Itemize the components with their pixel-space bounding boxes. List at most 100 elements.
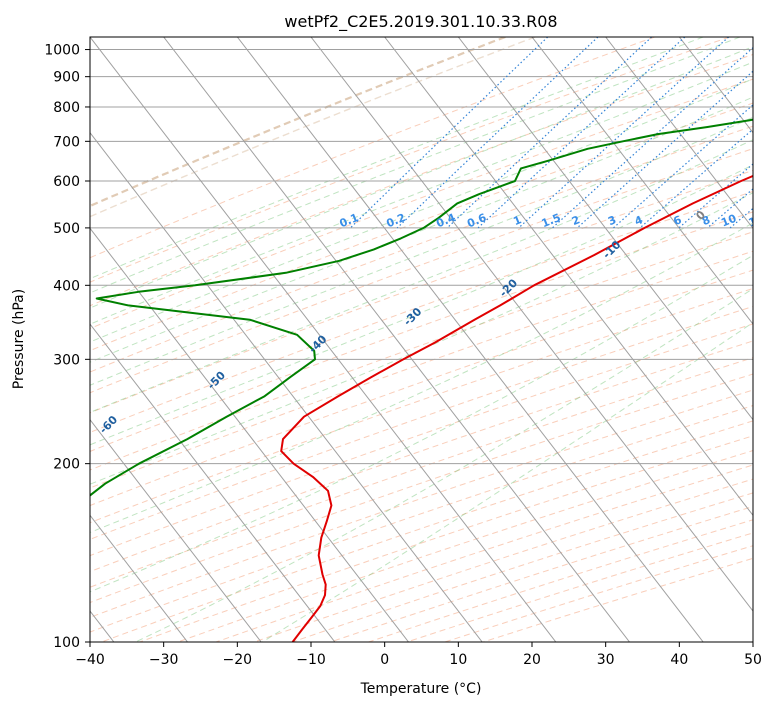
dry-adiabat-line: [90, 37, 730, 283]
moist-adiabat-line: [262, 322, 753, 642]
mixing-ratio-line: [518, 37, 730, 229]
dry-adiabat-line: [90, 340, 753, 573]
isotherm-line: [236, 37, 704, 642]
mixing-ratio-label: 10: [719, 212, 738, 230]
isotherm-line: [90, 323, 336, 642]
dry-adiabat-line: [90, 305, 753, 540]
y-tick-label: 900: [53, 70, 80, 86]
isotherm-line: [90, 514, 188, 642]
dry-adiabat-line: [90, 389, 753, 618]
y-tick-label: 700: [53, 134, 80, 150]
plot-area: 0.10.20.40.611.52346810131620253036-100-…: [0, 37, 775, 642]
isotherm-line: [457, 37, 753, 421]
dry-adiabat-line: [177, 449, 753, 642]
y-axis-label: Pressure (hPa): [11, 289, 27, 389]
mixing-ratio-label: 6: [672, 213, 684, 228]
dry-adiabat-line: [90, 190, 753, 433]
moist-adiabat-line: [90, 46, 753, 309]
y-tick-label: 500: [53, 221, 80, 237]
mixing-ratio-label: 16: [769, 212, 775, 230]
isotherm-label: -70: [0, 467, 6, 490]
x-tick-label: 0: [380, 652, 389, 668]
x-tick-label: 40: [670, 652, 688, 668]
isotherm-line: [605, 37, 753, 230]
moist-adiabat-line: [90, 192, 753, 485]
x-tick-label: −20: [223, 652, 253, 668]
moist-adiabat-line: [135, 288, 753, 642]
dewpoint-profile-line: [90, 118, 753, 497]
mixing-ratio-lines: [349, 37, 775, 229]
mixing-ratio-label: 4: [633, 213, 645, 228]
y-tick-label: 100: [53, 635, 80, 651]
mixing-ratio-line: [757, 37, 775, 228]
isotherm-line: [163, 37, 630, 642]
mixing-ratio-label: 3: [606, 213, 618, 228]
y-tick-label: 300: [53, 352, 80, 368]
x-tick-label: −10: [296, 652, 326, 668]
y-tick-label: 800: [53, 100, 80, 116]
dry-adiabat-line: [90, 373, 753, 604]
moist-adiabat-line: [90, 37, 741, 294]
mixing-ratio-line: [678, 163, 753, 229]
isotherm-line: [678, 37, 753, 134]
saturation-curve-line: [90, 37, 506, 208]
dry-adiabat-line: [90, 148, 753, 394]
mixing-ratio-label: 1: [511, 213, 523, 228]
moist-adiabat-line: [90, 37, 704, 280]
mixing-ratio-line: [551, 46, 753, 229]
mixing-ratio-label: 0.4: [434, 211, 457, 230]
isotherm-label: -30: [401, 305, 424, 328]
y-tick-label: 400: [53, 278, 80, 294]
mixing-ratio-line: [349, 37, 549, 229]
isotherm-line: [310, 37, 753, 612]
saturation-curve: [90, 37, 536, 218]
isotherm-line: [90, 131, 483, 642]
mixing-ratio-line: [446, 37, 653, 229]
isotherm-line: [90, 418, 262, 642]
chart-title: wetPf2_C2E5.2019.301.10.33.R08: [284, 12, 557, 32]
dry-adiabats: [90, 37, 753, 642]
moist-adiabat-line: [90, 254, 753, 593]
isotherm-line: [384, 37, 753, 517]
y-tick-label: 600: [53, 174, 80, 190]
mixing-ratio-line: [612, 104, 753, 229]
dry-adiabat-line: [90, 250, 753, 489]
mixing-ratio-label: 8: [700, 213, 712, 228]
isotherm-label: -50: [205, 369, 228, 392]
y-tick-label: 1000: [44, 43, 80, 59]
mixing-ratio-label: 2: [570, 213, 582, 228]
dry-adiabat-line: [90, 287, 753, 524]
isotherm-line: [531, 37, 753, 325]
x-tick-label: 10: [449, 652, 467, 668]
moist-adiabat-line: [90, 139, 753, 413]
y-axis-ticks: 100 200 300 400 500 600 700 800 900 1000: [44, 43, 90, 651]
dry-adiabat-line: [90, 125, 753, 373]
dry-adiabat-line: [444, 545, 753, 642]
profile-lines: [90, 118, 753, 642]
mixing-ratio-line: [639, 128, 753, 229]
temperature-profile-line: [280, 174, 753, 642]
dry-adiabat-line: [90, 37, 655, 259]
dry-adiabat-line: [90, 102, 753, 352]
x-tick-label: −30: [149, 652, 179, 668]
mixing-ratio-label: 13: [747, 212, 766, 230]
moist-adiabat-line: [90, 78, 753, 343]
y-tick-label: 200: [53, 457, 80, 473]
dry-adiabat-line: [368, 519, 753, 642]
plot-frame: [89, 36, 754, 643]
x-tick-label: 30: [597, 652, 615, 668]
x-axis-label: Temperature (°C): [360, 681, 482, 697]
dry-adiabat-line: [90, 231, 753, 471]
mixing-ratio-line: [396, 37, 599, 229]
isotherm-line: [752, 37, 753, 38]
dry-adiabat-line: [482, 557, 753, 642]
reference-line-labels: 0.10.20.40.611.52346810131620253036-100-…: [0, 208, 775, 490]
x-tick-label: 20: [523, 652, 541, 668]
isotherm-label: -40: [306, 332, 329, 355]
isotherms: [90, 37, 753, 642]
x-tick-label: −40: [75, 652, 105, 668]
isotherm-line: [90, 37, 557, 642]
x-tick-label: 50: [744, 652, 762, 668]
dry-adiabat-line: [90, 169, 753, 414]
